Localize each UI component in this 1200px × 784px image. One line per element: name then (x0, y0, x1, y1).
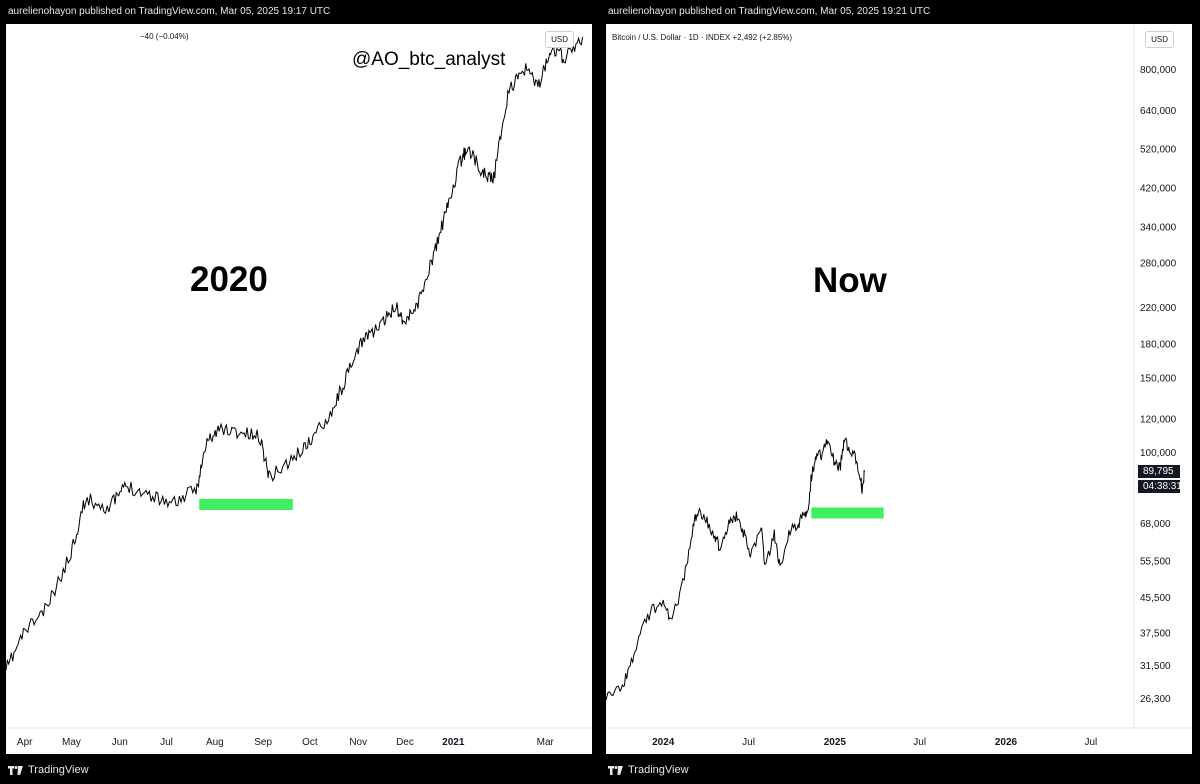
x-tick-label: 2024 (652, 737, 675, 748)
x-tick-label: Jun (112, 737, 128, 748)
watermark-handle: @AO_btc_analyst (352, 49, 506, 70)
x-tick-label: Jul (913, 737, 926, 748)
price-line (606, 437, 865, 701)
y-tick-label: 420,000 (1140, 184, 1177, 195)
y-tick-label: 220,000 (1140, 303, 1177, 314)
support-band (199, 499, 293, 510)
left-chart-svg: Apr May Jun Jul Aug Sep Oct Nov Dec 2021 Mar (6, 36, 592, 748)
price-line (6, 36, 584, 671)
support-band (811, 507, 884, 519)
symbol-legend: Bitcoin / U.S. Dollar · 1D · INDEX +2,49… (612, 33, 793, 42)
footer-brand[interactable]: TradingView (8, 764, 89, 776)
x-tick-label: 2025 (824, 737, 847, 748)
right-chart-panel: aurelienohayon published on TradingView.… (600, 0, 1200, 784)
bar-countdown: 04:38:31 (1138, 480, 1182, 493)
tradingview-logo-icon (8, 765, 23, 775)
footer-brand-label: TradingView (628, 764, 689, 776)
y-tick-label: 640,000 (1140, 106, 1177, 117)
x-tick-label: 2021 (442, 737, 465, 748)
tradingview-logo-icon (608, 765, 623, 775)
footer-brand[interactable]: TradingView (608, 764, 689, 776)
x-tick-label: Jul (160, 737, 173, 748)
y-tick-label: 68,000 (1140, 519, 1171, 530)
y-tick-label: 100,000 (1140, 448, 1177, 459)
currency-button[interactable]: USD (1145, 31, 1174, 48)
x-tick-label: Sep (254, 737, 272, 748)
left-chart-panel: aurelienohayon published on TradingView.… (6, 6, 592, 776)
left-chart-area[interactable]: Apr May Jun Jul Aug Sep Oct Nov Dec 2021 Mar −40 (… (6, 24, 592, 754)
y-tick-label: 280,000 (1140, 258, 1177, 269)
right-chart-area[interactable]: 800,000 640,000 520,000 420,000 340,000 280,0… (606, 24, 1192, 754)
x-tick-label: Jul (1084, 737, 1097, 748)
y-tick-label: 800,000 (1140, 65, 1177, 76)
footer-brand-label: TradingView (28, 764, 89, 776)
currency-button[interactable]: USD (545, 31, 574, 48)
x-tick-label: Mar (537, 737, 555, 748)
year-label: 2020 (190, 260, 268, 299)
change-readout: −40 (−0.04%) (140, 32, 189, 41)
y-tick-label: 55,500 (1140, 556, 1171, 567)
x-tick-label: Jul (742, 737, 755, 748)
x-tick-label: Nov (349, 737, 367, 748)
y-tick-label: 37,500 (1140, 629, 1171, 640)
x-tick-label: 2026 (995, 737, 1018, 748)
now-label: Now (813, 261, 887, 300)
x-tick-label: May (62, 737, 81, 748)
x-tick-label: Dec (396, 737, 414, 748)
y-tick-label: 120,000 (1140, 414, 1177, 425)
y-tick-label: 26,300 (1140, 694, 1171, 705)
y-tick-label: 45,500 (1140, 593, 1171, 604)
publish-info: aurelienohayon published on TradingView.… (608, 6, 931, 17)
y-tick-label: 31,500 (1140, 661, 1171, 672)
y-tick-label: 180,000 (1140, 340, 1177, 351)
y-tick-label: 150,000 (1140, 373, 1177, 384)
x-tick-label: Apr (17, 737, 33, 748)
publish-info: aurelienohayon published on TradingView.… (8, 6, 331, 17)
y-tick-label: 340,000 (1140, 223, 1177, 234)
y-tick-label: 520,000 (1140, 144, 1177, 155)
x-tick-label: Oct (302, 737, 318, 748)
x-tick-label: Aug (206, 737, 224, 748)
right-chart-svg: 800,000 640,000 520,000 420,000 340,000 280,0… (606, 24, 1192, 748)
last-price-tag: 89,795 (1138, 465, 1180, 478)
